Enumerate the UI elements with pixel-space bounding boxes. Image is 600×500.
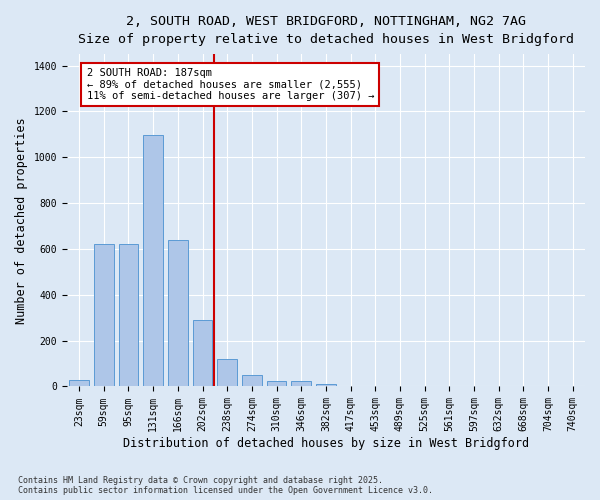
Bar bbox=[242, 375, 262, 386]
Bar bbox=[217, 359, 237, 386]
Bar bbox=[69, 380, 89, 386]
Bar bbox=[193, 320, 212, 386]
Bar bbox=[266, 380, 286, 386]
Y-axis label: Number of detached properties: Number of detached properties bbox=[15, 117, 28, 324]
Text: 2 SOUTH ROAD: 187sqm
← 89% of detached houses are smaller (2,555)
11% of semi-de: 2 SOUTH ROAD: 187sqm ← 89% of detached h… bbox=[86, 68, 374, 101]
Bar bbox=[119, 244, 139, 386]
Bar bbox=[292, 380, 311, 386]
Bar bbox=[168, 240, 188, 386]
Bar bbox=[94, 244, 113, 386]
Title: 2, SOUTH ROAD, WEST BRIDGFORD, NOTTINGHAM, NG2 7AG
Size of property relative to : 2, SOUTH ROAD, WEST BRIDGFORD, NOTTINGHA… bbox=[78, 15, 574, 46]
Bar bbox=[316, 384, 336, 386]
Bar bbox=[143, 136, 163, 386]
X-axis label: Distribution of detached houses by size in West Bridgford: Distribution of detached houses by size … bbox=[123, 437, 529, 450]
Text: Contains HM Land Registry data © Crown copyright and database right 2025.
Contai: Contains HM Land Registry data © Crown c… bbox=[18, 476, 433, 495]
